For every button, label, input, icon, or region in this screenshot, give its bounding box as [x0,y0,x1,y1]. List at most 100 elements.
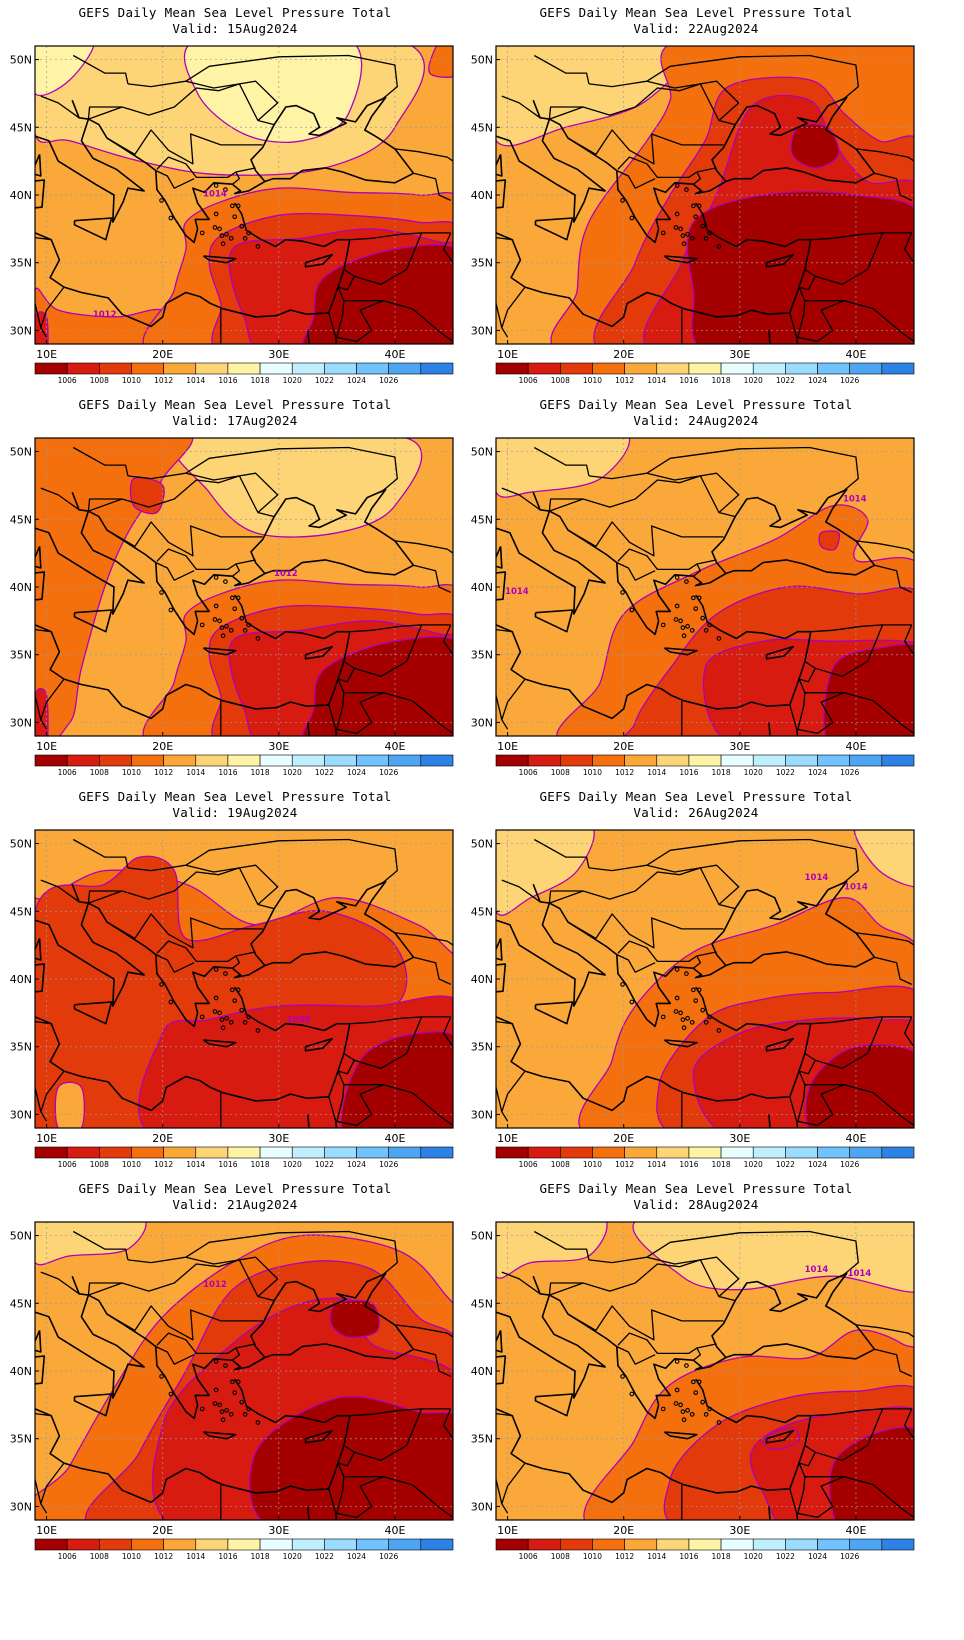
colorbar-label: 1006 [519,768,538,777]
coastline [35,99,145,223]
lon-tick-label: 20E [613,740,634,753]
colorbar-swatch [163,1538,197,1551]
country-border [394,540,453,554]
country-border [328,312,337,338]
colorbar-label: 1010 [122,1552,141,1561]
island [674,967,680,972]
colorbar-label: 1008 [90,1160,109,1169]
island [691,595,696,601]
island [242,235,248,241]
country-border [127,838,398,885]
colorbar-swatch [817,1538,850,1551]
lat-tick-label: 45N [10,1297,32,1310]
island [217,1402,222,1408]
island [691,1379,696,1385]
country-border [88,867,275,910]
country-border [413,956,451,985]
coastline [549,488,876,636]
colorbar-swatch [560,754,593,767]
colorbar-swatch [420,1146,454,1159]
country-border [855,148,914,162]
colorbar-swatch [163,1146,197,1159]
coastline [334,1513,338,1520]
contour-label: 1014 [505,587,529,597]
coastline [768,722,771,736]
panel-valid-date: Valid: 21Aug2024 [172,1197,298,1212]
coastline [35,571,46,601]
country-border [231,1347,241,1361]
colorbar-label: 1016 [679,1552,698,1561]
colorbar-swatch [356,1146,389,1159]
country-border [501,1070,526,1112]
coastline [663,647,698,656]
country-border [797,286,806,338]
colorbar-swatch [785,754,818,767]
contour-label: 1014 [843,495,867,505]
colorbar-swatch [849,1538,883,1551]
island [681,633,687,639]
island [685,231,690,237]
country-border [383,692,453,734]
coastline [765,645,794,660]
island [716,1420,722,1425]
island [224,1015,229,1021]
island [239,1399,245,1405]
colorbar-swatch [131,1538,164,1551]
lon-tick-label: 20E [152,1524,173,1537]
colorbar-label: 1020 [283,1160,302,1169]
colorbar-swatch [752,1538,786,1551]
coastline [35,963,46,993]
island [660,1014,666,1020]
coastline [496,963,507,993]
colorbar-label: 1022 [315,376,334,385]
lat-tick-label: 40N [471,189,493,202]
colorbar-swatch [624,362,658,375]
lat-tick-label: 45N [471,905,493,918]
colorbar-swatch [324,1538,357,1551]
island [678,1402,683,1408]
panel-title: GEFS Daily Mean Sea Level Pressure Total [78,5,392,20]
country-border [106,521,263,557]
island [224,1407,229,1413]
country-border [496,1020,513,1122]
lat-tick-label: 40N [471,581,493,594]
coastline [496,1378,812,1504]
panel-valid-date: Valid: 19Aug2024 [172,805,298,820]
colorbar-label: 1010 [583,376,602,385]
coastline [304,645,333,660]
colorbar-label: 1008 [90,376,109,385]
colorbar-label: 1020 [744,1552,763,1561]
country-border [443,1016,453,1048]
island [716,1028,722,1033]
country-border [87,890,123,904]
country-border [789,1096,798,1122]
country-border [855,1324,914,1338]
lat-tick-label: 35N [10,257,32,270]
country-border [646,80,740,121]
panel-valid-date: Valid: 22Aug2024 [633,21,759,36]
coastline [304,1429,333,1444]
island [620,982,625,987]
coastline [35,594,351,720]
lat-tick-label: 45N [471,1297,493,1310]
lon-tick-label: 10E [497,1132,518,1145]
lon-tick-label: 10E [36,740,57,753]
colorbar-swatch [720,362,754,375]
country-border [383,1476,453,1518]
country-border [844,1476,914,1518]
island [660,1406,666,1412]
colorbar-swatch [163,362,197,375]
colorbar-label: 1014 [647,768,666,777]
colorbar-swatch [66,1146,100,1159]
country-border [337,268,355,291]
country-border [501,879,541,903]
island [684,971,689,976]
colorbar-label: 1020 [744,768,763,777]
pressure-contour-region [173,438,423,538]
colorbar-label: 1006 [58,768,77,777]
colorbar-swatch [66,1538,100,1551]
island [246,1406,251,1412]
lat-tick-label: 45N [10,121,32,134]
country-border [394,148,453,162]
coastline [307,330,310,344]
